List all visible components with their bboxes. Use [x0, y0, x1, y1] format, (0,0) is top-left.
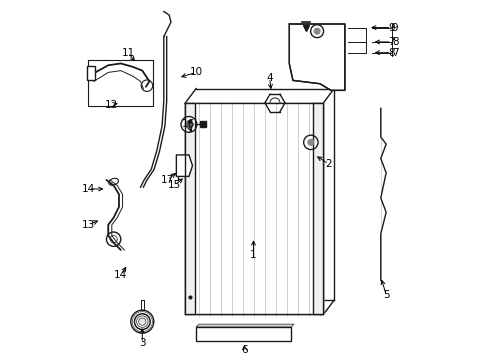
Text: 7: 7: [387, 37, 394, 47]
Text: 10: 10: [189, 67, 202, 77]
Polygon shape: [289, 24, 344, 90]
Text: 14: 14: [81, 184, 95, 194]
Text: 4: 4: [266, 73, 272, 83]
Text: 12: 12: [105, 100, 118, 110]
Text: 3: 3: [139, 338, 145, 348]
Text: 11: 11: [121, 48, 134, 58]
Circle shape: [314, 28, 319, 34]
Text: 15: 15: [167, 180, 181, 190]
Bar: [87, 66, 95, 80]
Polygon shape: [185, 103, 195, 315]
Text: 8: 8: [391, 37, 398, 47]
Text: 9: 9: [387, 23, 394, 33]
Text: 6: 6: [241, 345, 247, 355]
Polygon shape: [196, 327, 290, 341]
Polygon shape: [185, 103, 323, 315]
Polygon shape: [313, 103, 323, 315]
Text: 9: 9: [391, 23, 398, 33]
Polygon shape: [176, 155, 192, 176]
Text: 14: 14: [114, 270, 127, 280]
Polygon shape: [196, 324, 293, 327]
Circle shape: [131, 310, 153, 333]
Text: 1: 1: [250, 250, 256, 260]
Text: 16: 16: [182, 120, 195, 129]
Circle shape: [303, 135, 317, 149]
Circle shape: [307, 139, 313, 145]
Circle shape: [310, 25, 323, 38]
Text: 2: 2: [325, 159, 331, 169]
Circle shape: [185, 121, 192, 128]
Text: 13: 13: [81, 220, 95, 230]
Circle shape: [181, 117, 196, 132]
Text: 8: 8: [387, 48, 394, 58]
Circle shape: [134, 314, 150, 329]
Text: 5: 5: [382, 290, 388, 300]
Text: 17: 17: [161, 175, 174, 185]
Text: 7: 7: [391, 48, 398, 58]
